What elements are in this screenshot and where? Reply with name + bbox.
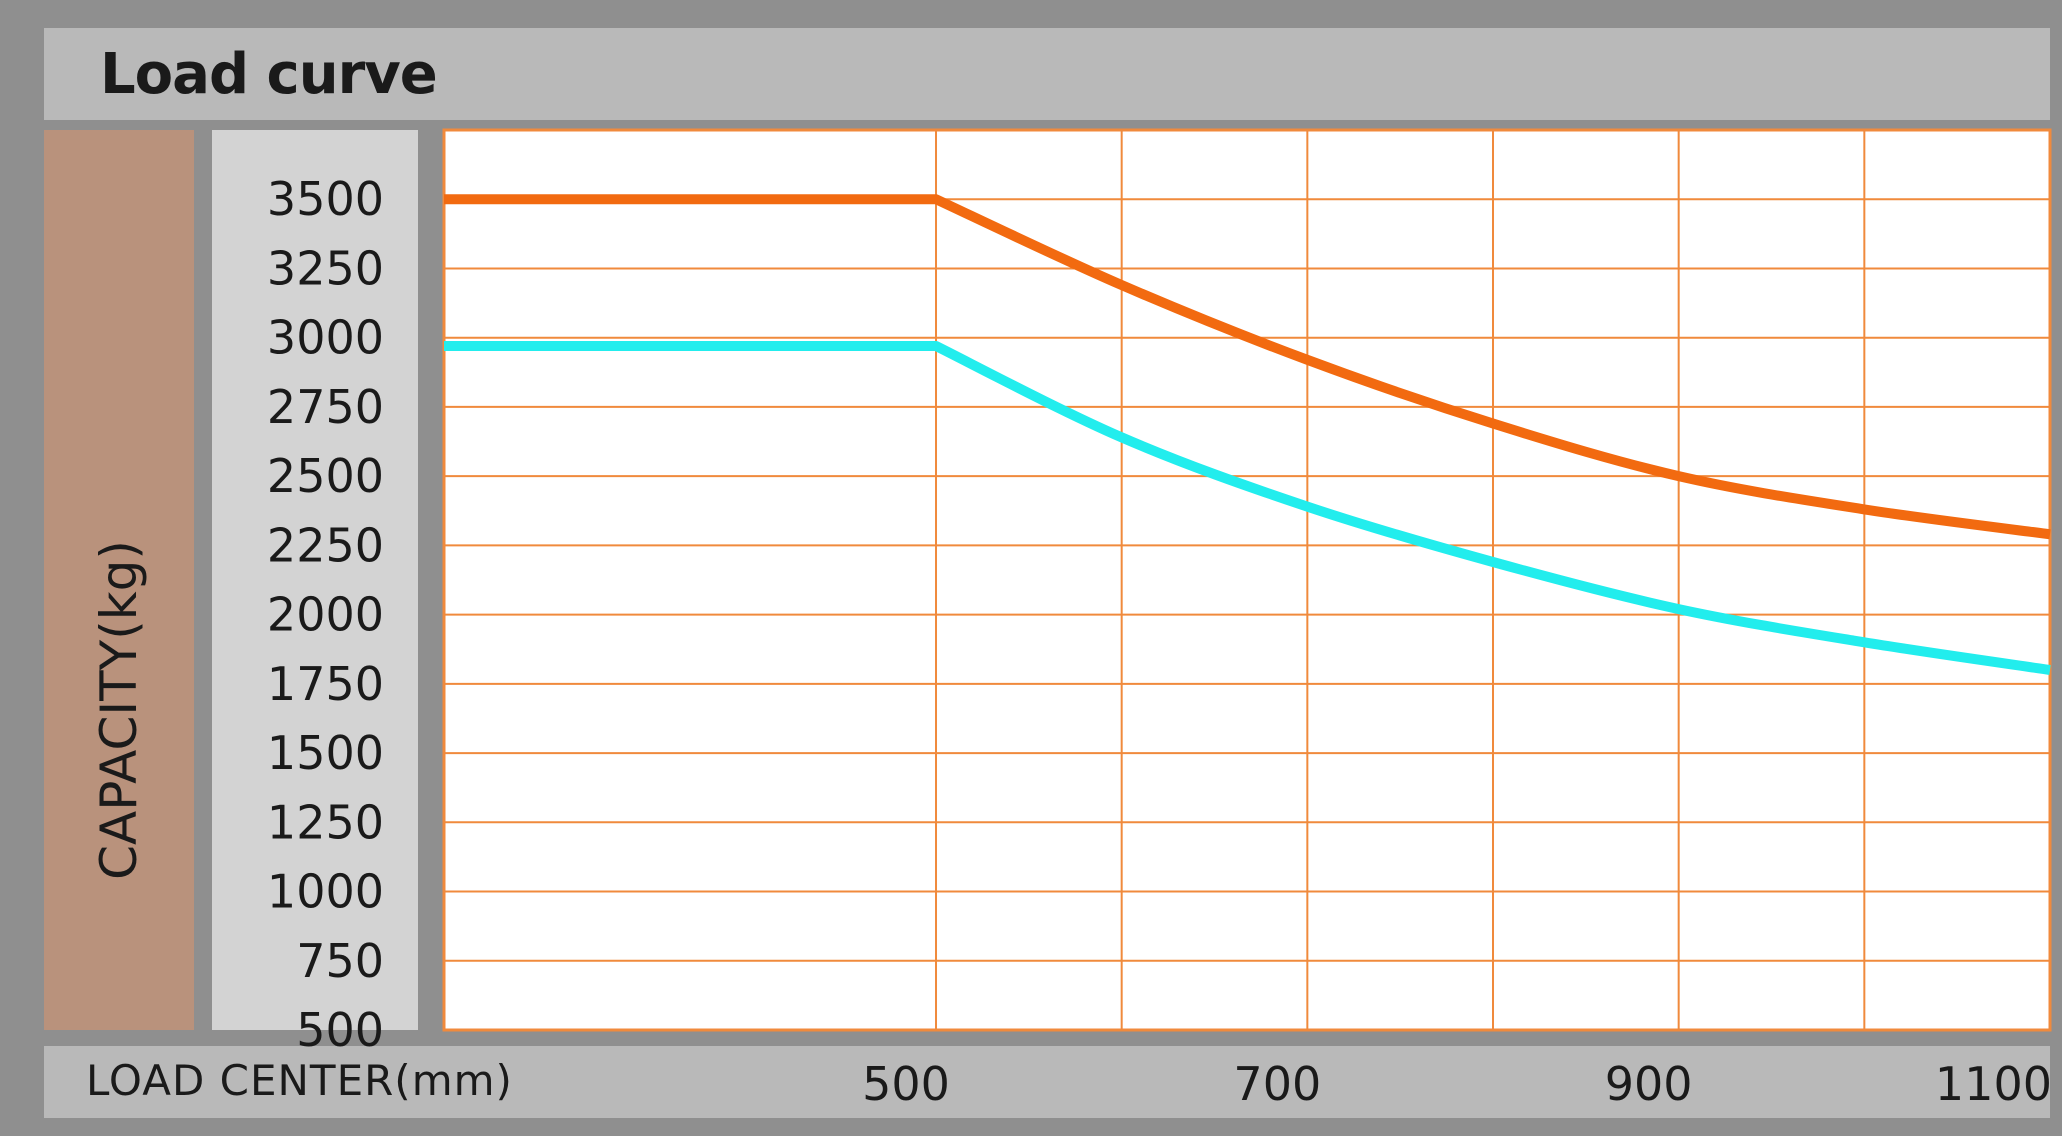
y-ticks-panel [212, 130, 418, 1030]
y-tick-label: 1750 [267, 657, 384, 711]
x-axis-bar: LOAD CENTER(mm) [44, 1046, 2050, 1118]
y-tick-label: 3250 [267, 241, 384, 295]
x-tick-label: 500 [862, 1057, 950, 1111]
x-axis-label: LOAD CENTER(mm) [86, 1056, 513, 1105]
x-tick-label: 900 [1605, 1057, 1693, 1111]
y-tick-label: 2750 [267, 380, 384, 434]
y-tick-label: 1250 [267, 795, 384, 849]
plot-area [444, 130, 2050, 1030]
chart-title: Load curve [100, 42, 438, 107]
y-tick-label: 2000 [267, 588, 384, 642]
y-tick-label: 2250 [267, 518, 384, 572]
y-axis-label-panel: CAPACITY(kg) [44, 130, 194, 1030]
series-line-2 [444, 341, 2051, 675]
y-tick-label: 500 [296, 1003, 384, 1057]
y-tick-label: 1000 [267, 865, 384, 919]
y-tick-label: 3000 [267, 311, 384, 365]
y-tick-label: 3500 [267, 172, 384, 226]
y-tick-label: 750 [296, 934, 384, 988]
plot-border [442, 128, 2052, 1032]
x-tick-label: 700 [1233, 1057, 1321, 1111]
y-tick-label: 1500 [267, 726, 384, 780]
y-tick-label: 2500 [267, 449, 384, 503]
x-tick-label: 1100 [1935, 1057, 2052, 1111]
title-bar: Load curve [44, 28, 2050, 120]
series-line-1 [444, 194, 2051, 540]
